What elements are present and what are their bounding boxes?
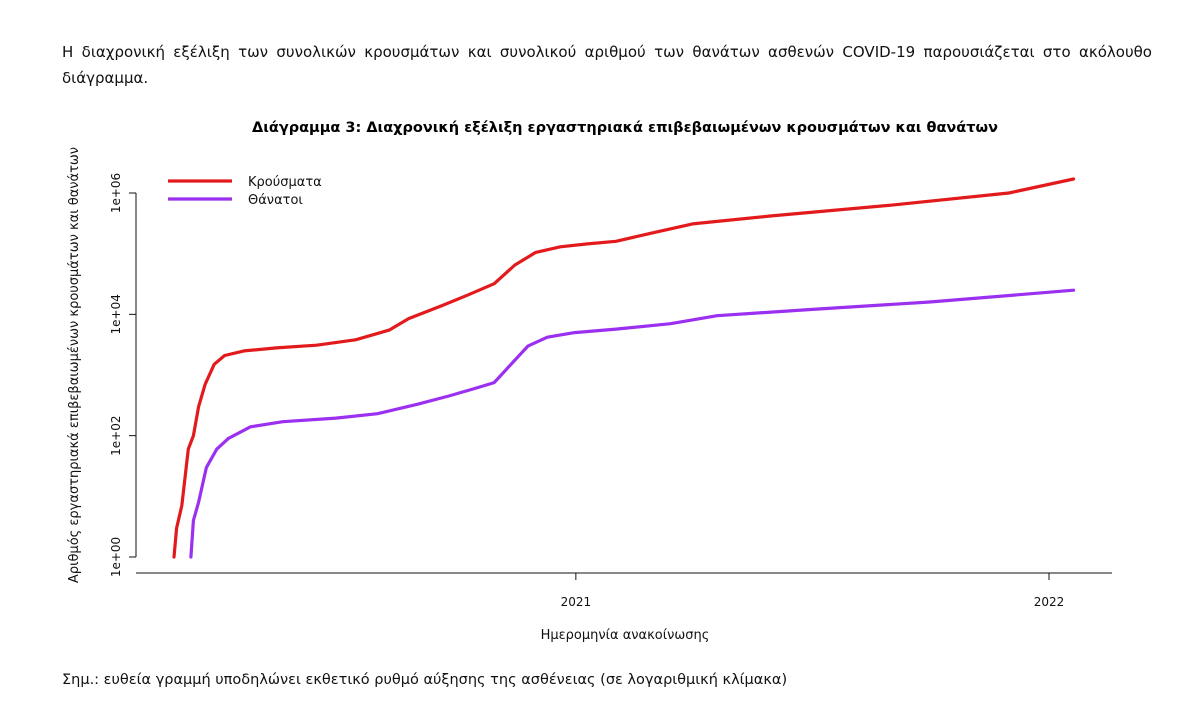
- x-tick-label: 2021: [561, 595, 592, 609]
- deaths-line: [189, 288, 1076, 559]
- legend-label: Κρούσματα: [248, 175, 322, 190]
- y-tick-label: 1e+06: [109, 173, 123, 213]
- x-tick-label: 2022: [1034, 595, 1065, 609]
- legend-label: Θάνατοι: [248, 193, 303, 208]
- cases-line: [172, 177, 1076, 559]
- x-axis-label: Ημερομηνία ανακοίνωσης: [541, 628, 710, 643]
- legend: Κρούσματα Θάνατοι: [168, 175, 322, 208]
- y-tick-label: 1e+02: [109, 415, 123, 455]
- y-tick-label: 1e+04: [109, 294, 123, 334]
- y-axis-label: Αριθμός εργαστηριακά επιβεβαιωμένων κρου…: [67, 147, 82, 583]
- axes: 1e+00 1e+02 1e+04 1e+06 2021 2022: [109, 173, 1112, 609]
- series-lines: [172, 177, 1076, 559]
- intro-paragraph: Η διαχρονική εξέλιξη των συνολικών κρουσ…: [62, 43, 1152, 87]
- chart-title: Διάγραμμα 3: Διαχρονική εξέλιξη εργαστηρ…: [252, 120, 998, 136]
- footnote: Σημ.: ευθεία γραμμή υποδηλώνει εκθετικό …: [62, 672, 788, 688]
- y-tick-label: 1e+00: [109, 537, 123, 577]
